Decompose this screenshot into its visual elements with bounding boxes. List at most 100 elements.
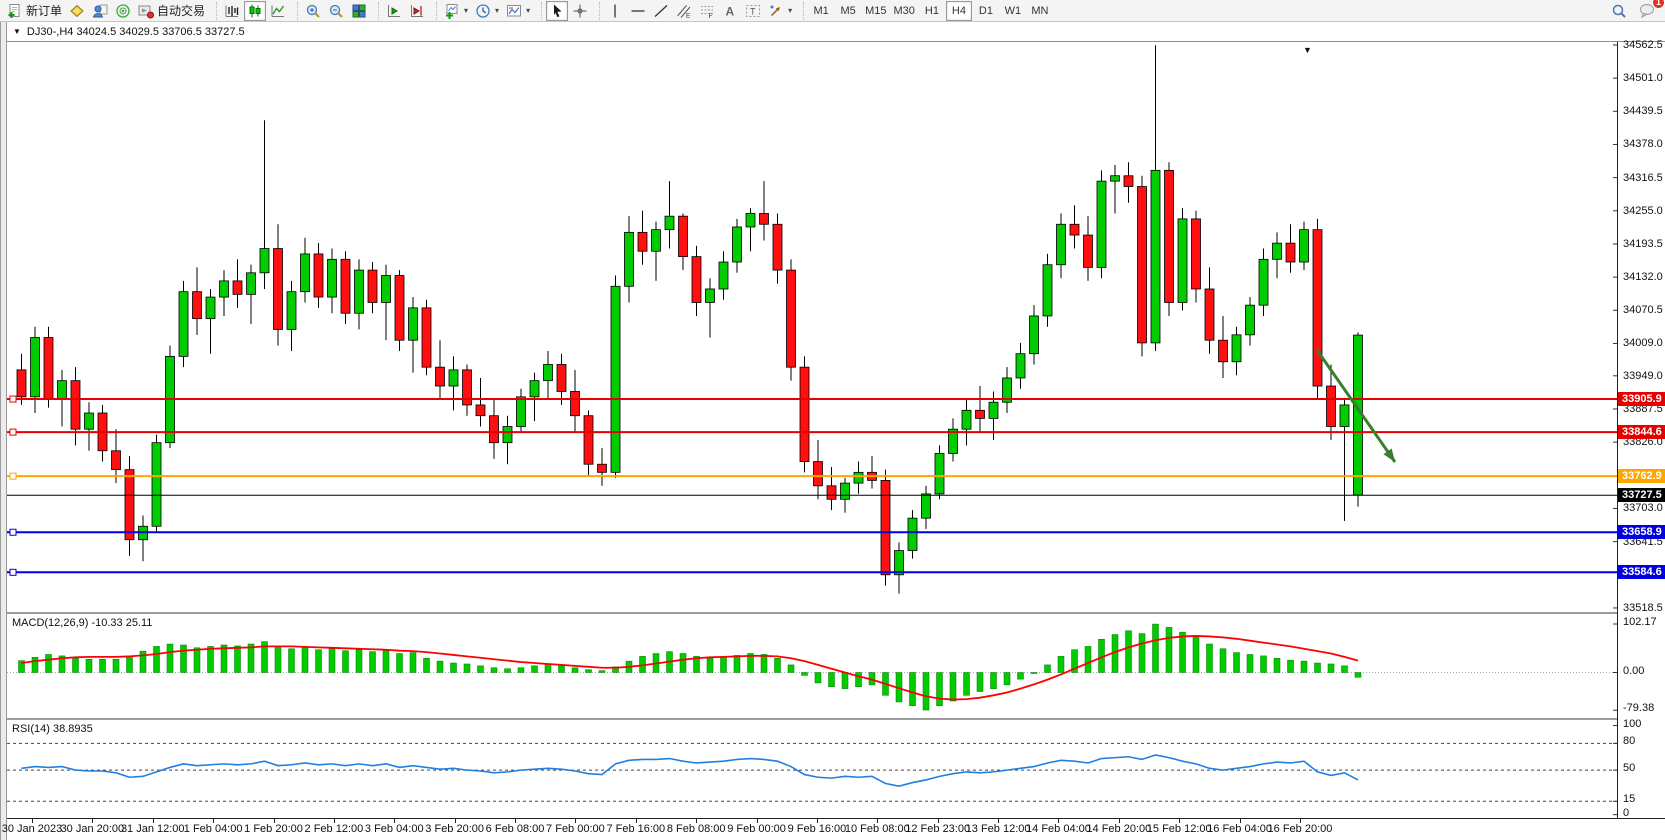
bar-chart-button[interactable] <box>221 1 243 21</box>
market-watch-button[interactable] <box>66 1 88 21</box>
macd-chart[interactable] <box>7 616 1617 720</box>
candle-body <box>448 369 459 387</box>
chart-shift-marker[interactable]: ▼ <box>1303 45 1312 55</box>
time-label: 6 Feb 08:00 <box>485 823 545 835</box>
zoom-out-button[interactable] <box>325 1 347 21</box>
tf-button-W1[interactable]: W1 <box>1000 1 1026 21</box>
svg-text:E: E <box>686 12 691 19</box>
time-label: 14 Feb 20:00 <box>1086 823 1152 835</box>
chart-shift-button[interactable] <box>406 1 428 21</box>
macd-histogram-bar <box>31 657 39 673</box>
chart-titlebar[interactable]: ▼ DJ30-,H4 34024.5 34029.5 33706.5 33727… <box>7 22 1665 42</box>
tf-button-H1[interactable]: H1 <box>919 1 945 21</box>
crosshair-tool-button[interactable] <box>569 1 591 21</box>
macd-histogram-bar <box>166 643 174 673</box>
channel-tool-button[interactable]: E <box>673 1 695 21</box>
collapse-triangle-icon[interactable]: ▼ <box>13 27 21 36</box>
template-dropdown[interactable]: ▾ <box>503 1 533 21</box>
macd-histogram-bar <box>976 672 984 692</box>
candle-body <box>1339 404 1350 427</box>
horizontal-line-icon <box>631 9 645 12</box>
horizontal-line-tool-button[interactable] <box>627 1 649 21</box>
hline-handle[interactable] <box>9 395 17 403</box>
candle-body <box>1137 186 1147 344</box>
annotation-arrow-line[interactable] <box>1315 349 1397 463</box>
time-tick <box>1118 819 1120 823</box>
time-label: 2 Feb 12:00 <box>304 823 364 835</box>
auto-scroll-button[interactable] <box>383 1 405 21</box>
text-label-tool-button[interactable]: T <box>742 1 764 21</box>
time-axis[interactable]: 30 Jan 2023 30 Jan 20:00 31 Jan 12:00 1 Feb… <box>2 818 1665 840</box>
search-icon <box>1612 4 1626 18</box>
cursor-tool-button[interactable] <box>546 0 569 21</box>
notifications-button[interactable] <box>1636 0 1659 20</box>
hline-handle[interactable] <box>9 568 17 576</box>
tf-button-H4[interactable]: H4 <box>945 0 972 21</box>
candle-body <box>273 248 283 330</box>
macd-histogram-bar <box>679 653 687 673</box>
time-label: 7 Feb 16:00 <box>606 823 666 835</box>
tile-windows-button[interactable] <box>348 1 370 21</box>
new-chart-dropdown[interactable]: ▾ <box>441 1 471 21</box>
macd-histogram-bar <box>612 666 619 673</box>
hline-handle[interactable] <box>9 528 17 536</box>
tf-button-M5[interactable]: M5 <box>835 1 861 21</box>
trendline-tool-button[interactable] <box>650 1 672 21</box>
candle-body <box>111 450 121 471</box>
price-tick-label: 34009.0 <box>1623 337 1663 350</box>
rsi-panel[interactable]: RSI(14) 38.8935 <box>7 718 1617 818</box>
time-tick <box>394 819 396 823</box>
macd-histogram-bar <box>598 670 606 673</box>
chart-title: DJ30-,H4 34024.5 34029.5 33706.5 33727.5 <box>26 25 245 38</box>
toolbar-separator <box>797 1 805 20</box>
zoom-in-button[interactable] <box>302 1 324 21</box>
candlestick-chart-button[interactable] <box>244 0 267 21</box>
toolbar-separator <box>535 1 543 20</box>
line-chart-button[interactable] <box>267 1 289 21</box>
candle-body <box>637 231 648 252</box>
candle-body <box>759 213 769 225</box>
tf-button-D1[interactable]: D1 <box>973 1 999 21</box>
macd-panel[interactable]: MACD(12,26,9) -10.33 25.11 <box>7 612 1617 718</box>
tf-button-M30[interactable]: M30 <box>891 1 918 21</box>
macd-histogram-bar <box>828 672 835 688</box>
navigator-button[interactable] <box>89 1 111 21</box>
time-tick <box>32 819 33 823</box>
macd-histogram-bar <box>126 655 133 673</box>
hline-handle[interactable] <box>9 428 17 436</box>
time-tick <box>756 819 758 823</box>
tf-button-M1[interactable]: M1 <box>808 1 834 21</box>
price-line-badge: 33584.6 <box>1618 565 1665 580</box>
price-chart-panel[interactable] <box>7 42 1617 612</box>
period-dropdown[interactable]: ▾ <box>472 1 502 21</box>
time-tick <box>1058 819 1060 823</box>
arrows-tool-dropdown[interactable]: ▾ <box>765 1 795 21</box>
candle-body <box>192 291 202 320</box>
rsi-chart[interactable] <box>7 722 1617 820</box>
price-tick-label: 33518.5 <box>1623 601 1663 614</box>
fibonacci-tool-button[interactable]: F <box>696 1 718 21</box>
tf-button-M15[interactable]: M15 <box>862 1 889 21</box>
hline-handle[interactable] <box>9 472 17 480</box>
text-tool-button[interactable]: A <box>719 1 741 21</box>
candlestick-chart[interactable] <box>7 42 1617 612</box>
time-label: 16 Feb 20:00 <box>1267 823 1333 835</box>
zoom-out-icon <box>329 4 343 18</box>
candle-body <box>313 253 324 298</box>
time-tick <box>1179 819 1181 823</box>
timeframe-group: M1 M5 M15 M30 H1 H4 D1 W1 MN <box>808 0 1053 21</box>
price-axis[interactable]: 34562.5 34501.0 34439.5 34378.0 34316.5 34255… <box>1617 39 1665 819</box>
strategy-tester-button[interactable] <box>112 1 134 21</box>
autotrade-button[interactable]: 自动交易 <box>135 1 208 21</box>
candle-body <box>232 280 243 295</box>
new-order-button[interactable]: 新订单 <box>4 1 65 21</box>
macd-histogram-bar <box>220 644 228 673</box>
candle-body <box>394 275 405 341</box>
candle-body <box>1312 229 1323 387</box>
candle-body <box>651 229 661 252</box>
search-button[interactable] <box>1608 1 1630 21</box>
time-tick <box>454 819 456 823</box>
candle-body <box>1002 377 1012 403</box>
tf-button-MN[interactable]: MN <box>1027 1 1053 21</box>
vertical-line-tool-button[interactable] <box>604 1 626 21</box>
